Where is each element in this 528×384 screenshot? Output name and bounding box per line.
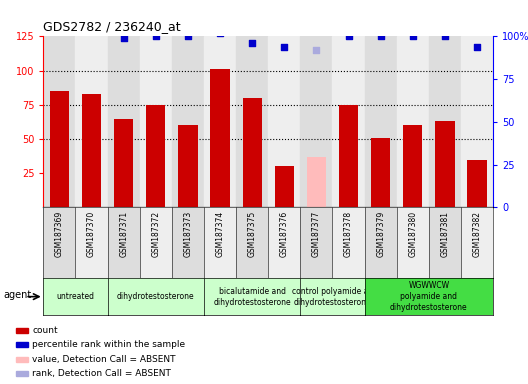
Bar — [467, 159, 487, 207]
Bar — [204, 36, 236, 207]
Text: WGWWCW
polyamide and
dihydrotestosterone: WGWWCW polyamide and dihydrotestosterone — [390, 281, 468, 312]
Bar — [172, 36, 204, 207]
Text: percentile rank within the sample: percentile rank within the sample — [32, 340, 185, 349]
Text: GSM187374: GSM187374 — [215, 211, 224, 257]
Point — [55, 28, 63, 35]
Bar — [16, 357, 29, 362]
Bar — [178, 125, 197, 207]
Point — [87, 26, 96, 33]
Bar — [16, 371, 29, 376]
Bar — [16, 343, 29, 347]
Text: GSM187376: GSM187376 — [280, 211, 289, 257]
Point — [312, 47, 320, 53]
Bar — [403, 125, 422, 207]
Text: value, Detection Call = ABSENT: value, Detection Call = ABSENT — [32, 355, 176, 364]
Text: dihydrotestosterone: dihydrotestosterone — [117, 292, 195, 301]
Bar — [236, 36, 268, 207]
Point — [216, 30, 224, 36]
Point — [344, 33, 353, 40]
Bar — [43, 36, 76, 207]
Bar — [333, 36, 365, 207]
Text: bicalutamide and
dihydrotestosterone: bicalutamide and dihydrotestosterone — [213, 286, 291, 307]
Text: GSM187380: GSM187380 — [408, 211, 417, 257]
Text: GSM187382: GSM187382 — [473, 211, 482, 257]
Point — [248, 40, 257, 46]
Text: GSM187375: GSM187375 — [248, 211, 257, 257]
Bar — [300, 36, 333, 207]
Text: GDS2782 / 236240_at: GDS2782 / 236240_at — [43, 20, 181, 33]
Bar — [50, 91, 69, 207]
Bar — [16, 328, 29, 333]
Text: GSM187378: GSM187378 — [344, 211, 353, 257]
Text: control polyamide an
dihydrotestosterone: control polyamide an dihydrotestosterone — [292, 286, 373, 307]
Bar — [210, 69, 230, 207]
Bar — [307, 157, 326, 207]
Bar — [275, 166, 294, 207]
Bar — [429, 36, 461, 207]
Text: GSM187379: GSM187379 — [376, 211, 385, 257]
Point — [152, 33, 160, 40]
Text: agent: agent — [4, 290, 32, 300]
Point — [441, 33, 449, 40]
Point — [409, 33, 417, 40]
Bar — [397, 36, 429, 207]
Point — [376, 33, 385, 40]
Bar — [82, 94, 101, 207]
Bar — [339, 105, 358, 207]
Point — [184, 33, 192, 40]
Text: GSM187377: GSM187377 — [312, 211, 321, 257]
Bar — [242, 98, 262, 207]
Bar — [365, 36, 397, 207]
Bar — [108, 36, 140, 207]
Text: GSM187369: GSM187369 — [55, 211, 64, 257]
Point — [119, 35, 128, 41]
Text: count: count — [32, 326, 58, 335]
Text: GSM187373: GSM187373 — [183, 211, 192, 257]
Bar — [146, 105, 165, 207]
Bar — [140, 36, 172, 207]
Text: untreated: untreated — [56, 292, 95, 301]
Text: GSM187370: GSM187370 — [87, 211, 96, 257]
Bar — [268, 36, 300, 207]
Bar — [461, 36, 493, 207]
Text: rank, Detection Call = ABSENT: rank, Detection Call = ABSENT — [32, 369, 171, 378]
Point — [280, 44, 288, 50]
Point — [473, 44, 482, 50]
Bar — [371, 137, 390, 207]
Bar — [76, 36, 108, 207]
Bar — [114, 119, 133, 207]
Text: GSM187381: GSM187381 — [440, 211, 449, 257]
Text: GSM187371: GSM187371 — [119, 211, 128, 257]
Bar — [435, 121, 455, 207]
Text: GSM187372: GSM187372 — [151, 211, 161, 257]
